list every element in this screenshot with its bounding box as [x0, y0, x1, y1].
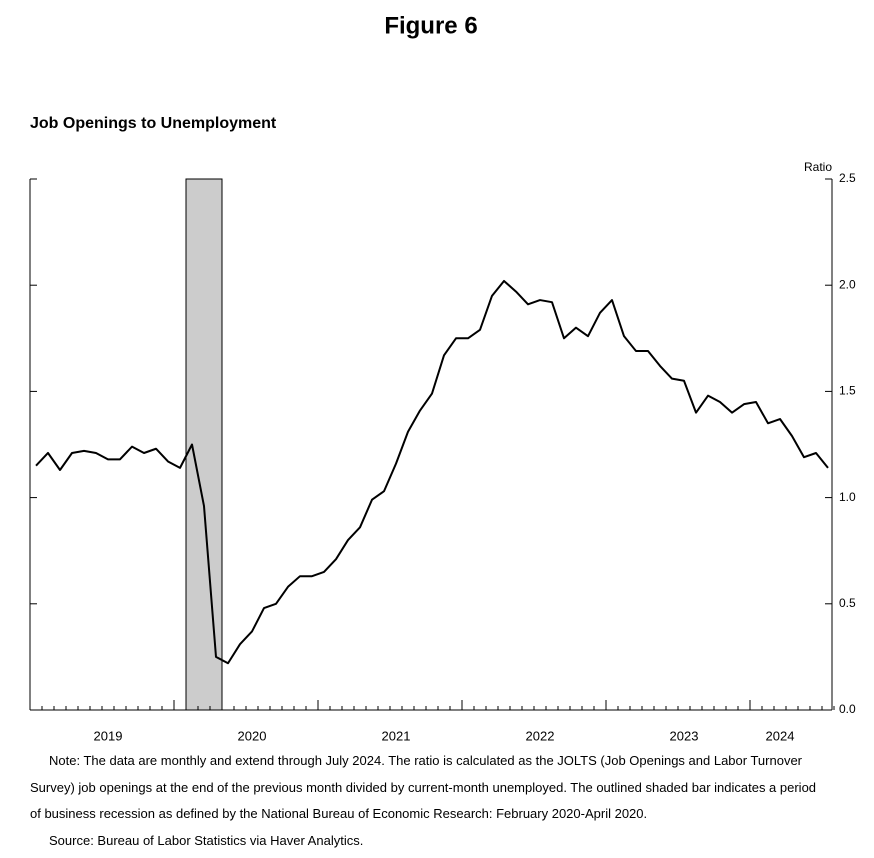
data-line: [35, 279, 829, 665]
source-text: Source: Bureau of Labor Statistics via H…: [49, 832, 364, 848]
note-text: Note: The data are monthly and extend th…: [30, 753, 817, 821]
x-tick-label: 2023: [670, 728, 699, 743]
x-tick-label: 2021: [382, 728, 411, 743]
y-tick-label: 1.0: [839, 490, 856, 504]
x-tick-label: 2019: [94, 728, 123, 743]
x-tick-label: 2022: [526, 728, 555, 743]
notes: Note: The data are monthly and extend th…: [30, 748, 830, 854]
y-tick-label: 0.5: [839, 596, 856, 610]
y-tick-label: 0.0: [839, 702, 856, 716]
y-tick-label: 2.0: [839, 277, 856, 291]
x-tick-label: 2020: [238, 728, 267, 743]
y-tick-label: 2.5: [839, 171, 856, 185]
chart: Figure 6 Job Openings to Unemployment Ra…: [29, 12, 856, 743]
y-axis-label: Ratio: [804, 160, 832, 174]
x-tick-label: 2024: [766, 728, 795, 743]
chart-title: Job Openings to Unemployment: [30, 115, 277, 132]
figure-label: Figure 6: [384, 12, 477, 39]
y-tick-label: 1.5: [839, 384, 856, 398]
